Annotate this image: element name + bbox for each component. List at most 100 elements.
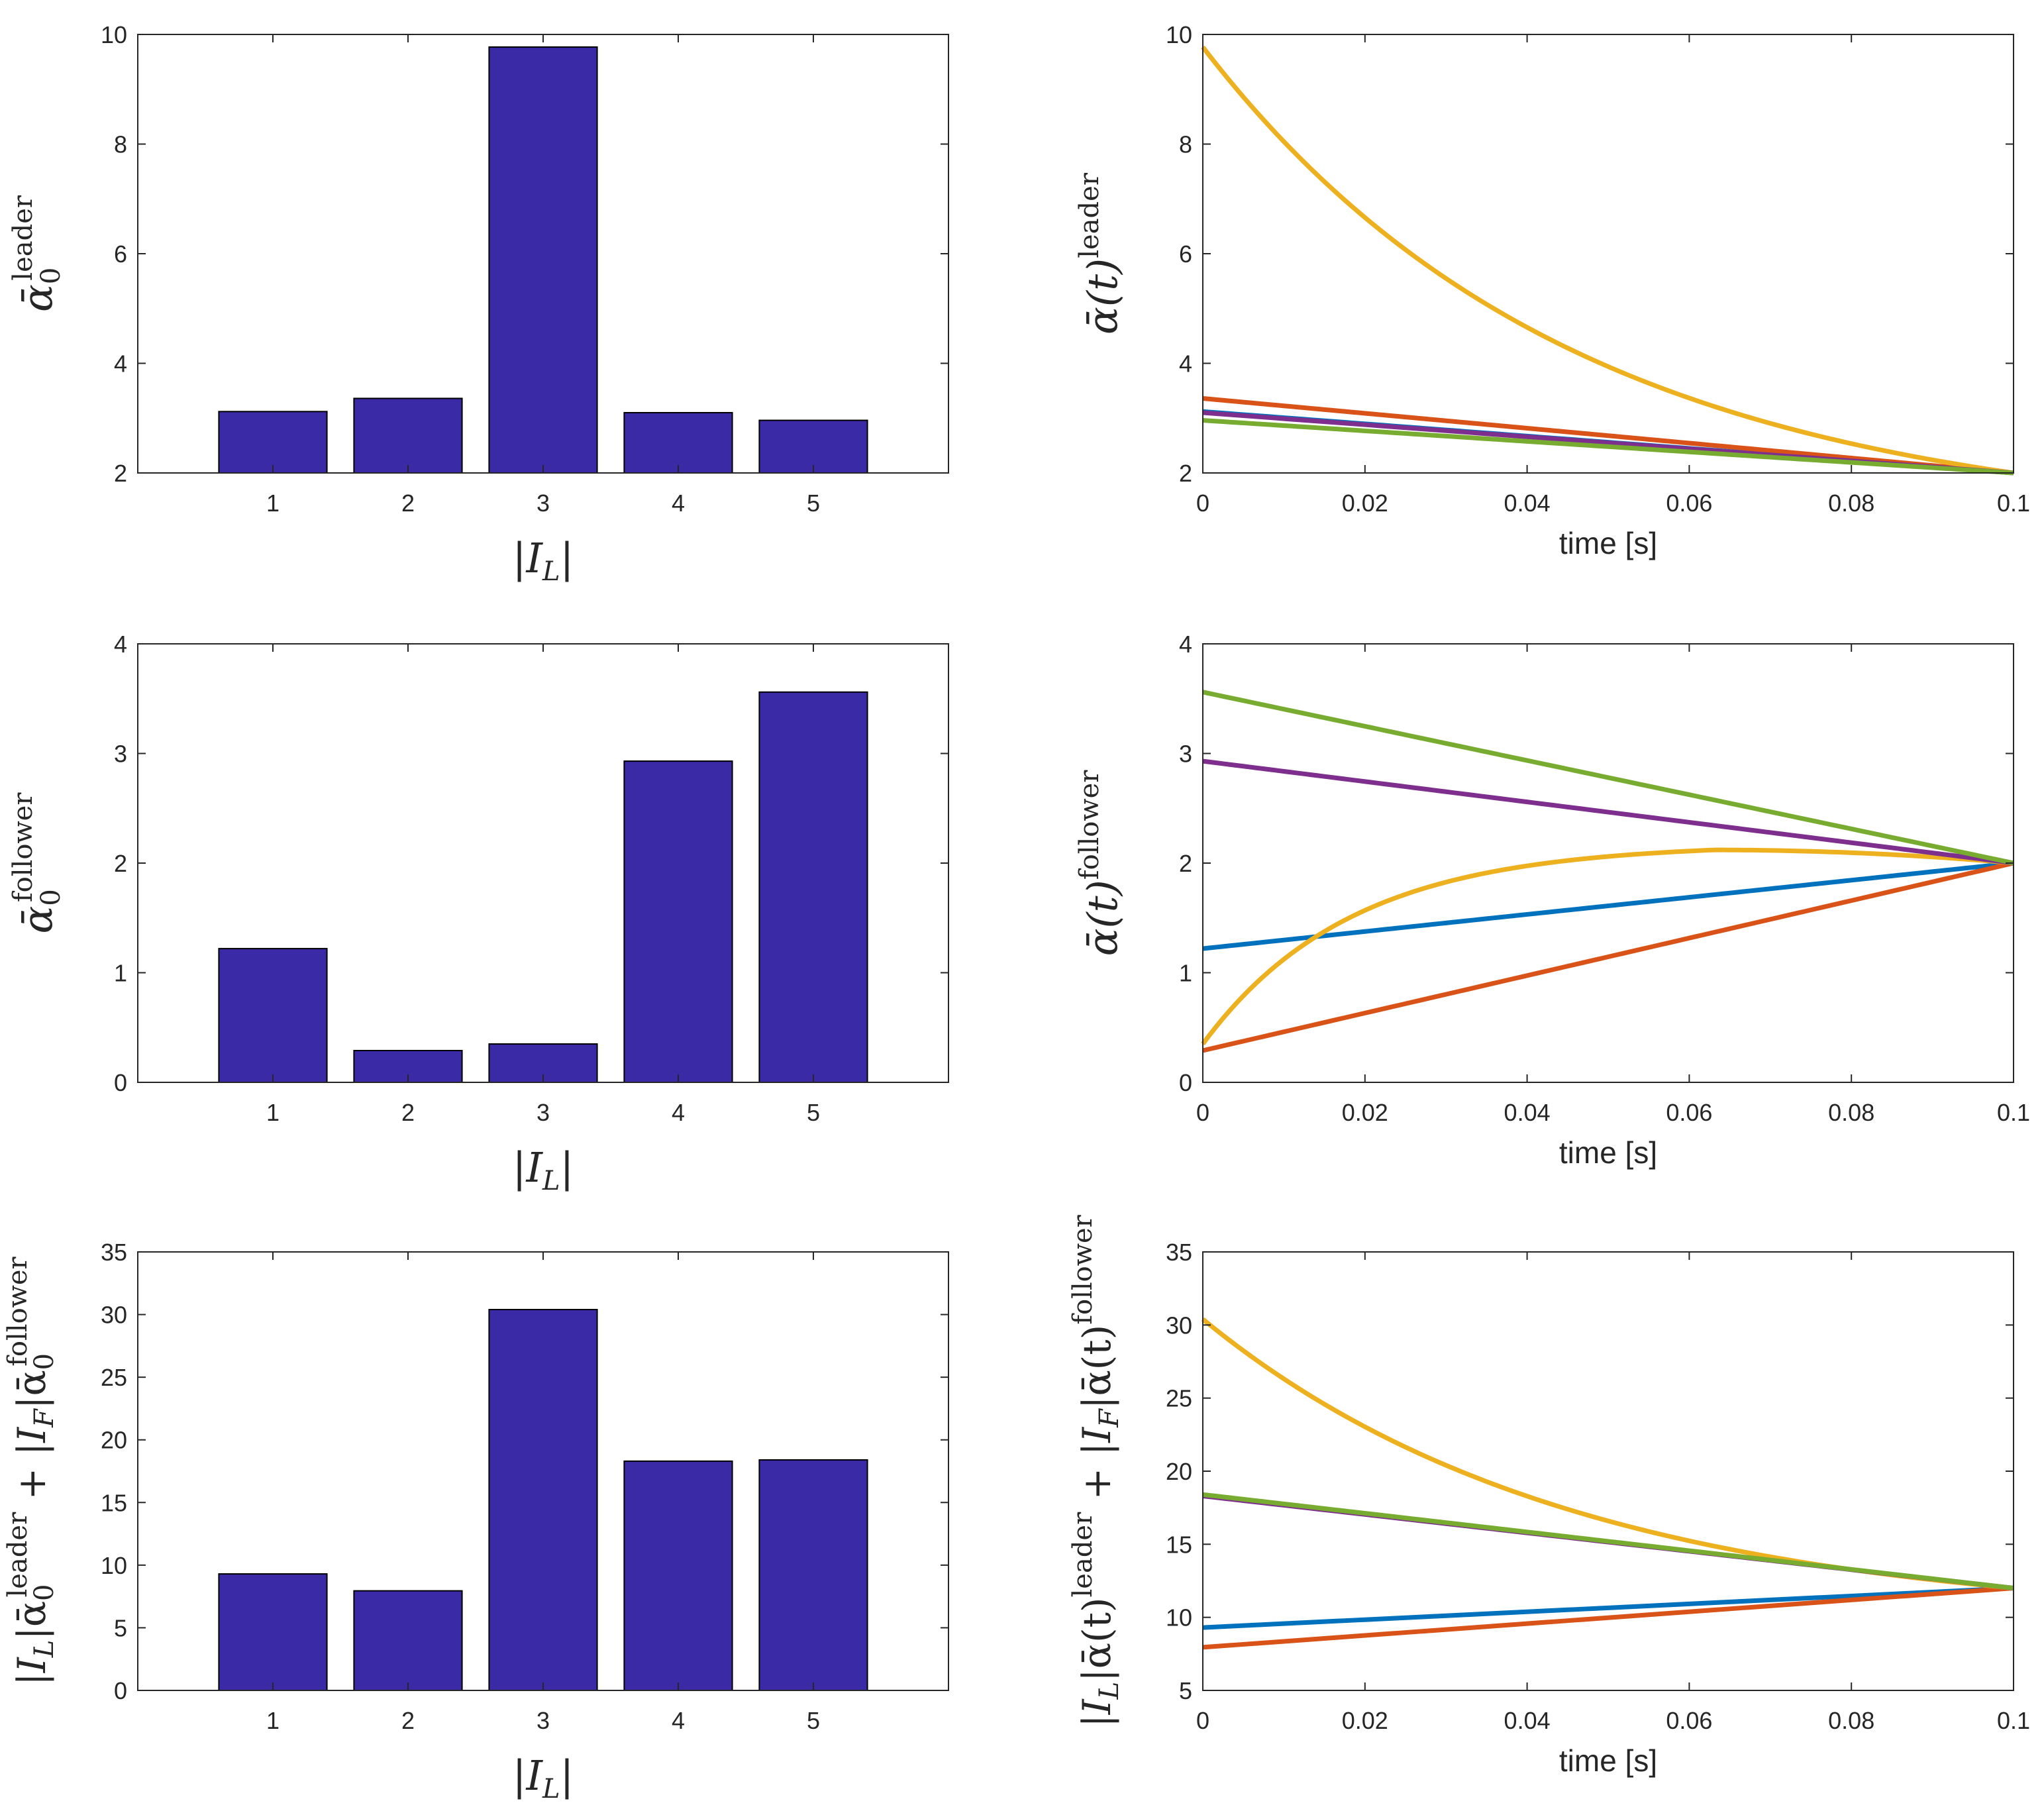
y-tick-label: 3 — [1179, 741, 1192, 768]
y-tick-label: 0 — [114, 1069, 127, 1096]
series-line-1 — [1202, 1586, 2014, 1630]
bar — [623, 1460, 733, 1692]
y-tick-label: 35 — [101, 1239, 127, 1266]
x-tick-label: 0.1 — [1997, 1099, 2030, 1126]
series-line-3 — [1201, 45, 2014, 476]
y-tick-label: 10 — [101, 21, 127, 48]
bar — [353, 1590, 463, 1691]
x-axis-label: time [s] — [1559, 1135, 1657, 1170]
y-tick-label: 30 — [1166, 1312, 1192, 1339]
x-axis-label: time [s] — [1559, 1743, 1657, 1778]
bar — [758, 1459, 868, 1691]
series-line-5 — [1202, 418, 2014, 476]
x-tick-label: 5 — [807, 490, 820, 517]
y-tick-label: 6 — [114, 240, 127, 268]
bar — [218, 411, 328, 474]
x-tick-label: 1 — [266, 490, 280, 517]
y-tick-label: 5 — [114, 1614, 127, 1641]
x-tick-label: 0 — [1196, 1099, 1209, 1126]
x-tick-label: 0.04 — [1504, 1707, 1551, 1734]
x-tick-label: 5 — [807, 1099, 820, 1126]
x-tick-label: 2 — [401, 1099, 415, 1126]
series-line-2 — [1202, 395, 2014, 476]
y-axis-label: ᾱ0follower — [8, 792, 66, 934]
x-tick-label: 0.1 — [1997, 1707, 2030, 1734]
series-line-5 — [1202, 690, 2014, 866]
y-tick-label: 25 — [101, 1364, 127, 1391]
x-axis-label: |IL| — [513, 1143, 574, 1196]
bar — [758, 419, 868, 474]
x-tick-label: 0.08 — [1828, 1099, 1874, 1126]
bar — [353, 397, 463, 474]
y-axis-label: |IL|ᾱ(t)leader + |IF|ᾱ(t)follower — [1068, 1214, 1125, 1727]
y-tick-label: 3 — [114, 741, 127, 768]
y-tick-label: 4 — [114, 631, 127, 658]
x-axis-label: time [s] — [1559, 526, 1657, 560]
axes-background — [1203, 34, 2014, 473]
y-tick-label: 15 — [1166, 1531, 1192, 1558]
x-tick-label: 0.02 — [1342, 1707, 1388, 1734]
x-tick-label: 4 — [672, 1099, 685, 1126]
series-line-5 — [1202, 1492, 2014, 1591]
axes-background — [1203, 1252, 2014, 1690]
bar — [623, 411, 733, 474]
x-tick-label: 3 — [537, 1707, 550, 1734]
x-tick-label: 0.08 — [1828, 1707, 1874, 1734]
y-tick-label: 5 — [1179, 1677, 1192, 1704]
x-tick-label: 4 — [672, 490, 685, 517]
x-tick-label: 1 — [266, 1707, 280, 1734]
bar — [218, 1573, 328, 1692]
series-line-2 — [1202, 860, 2014, 1053]
y-tick-label: 2 — [114, 850, 127, 877]
y-tick-label: 10 — [1166, 21, 1192, 48]
series-line-3 — [1201, 847, 2014, 1046]
y-axis-label: ᾱ(t)follower — [1074, 770, 1127, 956]
series-line-4 — [1202, 758, 2014, 866]
bar-chart-2: 1 2 3 4 5 0 1 2 3 4 |IL| ᾱ0follower — [8, 631, 949, 1196]
y-tick-label: 10 — [1166, 1604, 1192, 1631]
x-tick-label: 0.02 — [1342, 1099, 1388, 1126]
y-tick-label: 8 — [1179, 131, 1192, 158]
x-tick-label: 1 — [266, 1099, 280, 1126]
bar — [488, 1309, 598, 1691]
y-tick-label: 30 — [101, 1302, 127, 1329]
line-chart-1: 0 0.02 0.04 0.06 0.08 0.1 2 4 6 8 10 time [s] ᾱ(t)le… — [1074, 21, 2030, 560]
x-tick-label: 0.08 — [1828, 490, 1874, 517]
y-tick-label: 4 — [1179, 350, 1192, 378]
y-tick-label: 2 — [114, 460, 127, 487]
line-chart-5: 0 0.02 0.04 0.06 0.08 0.1 5 10 15 20 25 30 35 time [s… — [1068, 1214, 2030, 1778]
x-axis-label: |IL| — [513, 534, 574, 587]
x-tick-label: 0.04 — [1504, 490, 1551, 517]
x-tick-label: 4 — [672, 1707, 685, 1734]
series-line-2 — [1202, 1586, 2014, 1650]
x-tick-label: 2 — [401, 490, 415, 517]
x-tick-label: 0.06 — [1666, 490, 1712, 517]
y-tick-label: 15 — [101, 1489, 127, 1516]
axes-background — [1203, 644, 2014, 1082]
y-tick-label: 35 — [1166, 1239, 1192, 1266]
bar-chart-0: 1 2 3 4 5 2 4 6 8 10 |IL| ᾱ0leader — [8, 21, 949, 587]
y-tick-label: 2 — [1179, 460, 1192, 487]
x-tick-label: 2 — [401, 1707, 415, 1734]
x-tick-label: 0.04 — [1504, 1099, 1551, 1126]
bar — [623, 760, 733, 1083]
x-axis-label: |IL| — [513, 1751, 574, 1804]
x-tick-label: 3 — [537, 1099, 550, 1126]
y-tick-label: 20 — [101, 1427, 127, 1454]
line-chart-3: 0 0.02 0.04 0.06 0.08 0.1 0 1 2 3 4 time [s] ᾱ(t)fol… — [1074, 631, 2030, 1170]
y-tick-label: 0 — [1179, 1069, 1192, 1096]
x-tick-label: 0.06 — [1666, 1707, 1712, 1734]
x-tick-label: 5 — [807, 1707, 820, 1734]
y-tick-label: 10 — [101, 1552, 127, 1579]
x-tick-label: 0.02 — [1342, 490, 1388, 517]
bar-chart-4: 1 2 3 4 5 0 5 10 15 20 25 30 35 |IL| |IL|ᾱ0leader + |I… — [3, 1239, 949, 1804]
y-tick-label: 1 — [1179, 960, 1192, 987]
y-axis-label: ᾱ0leader — [8, 195, 66, 312]
y-axis-label: ᾱ(t)leader — [1074, 172, 1127, 335]
y-axis-label: |IL|ᾱ0leader + |IF|ᾱ0follower — [3, 1256, 60, 1685]
y-tick-label: 4 — [1179, 631, 1192, 658]
series-line-1 — [1202, 860, 2014, 951]
x-tick-label: 0 — [1196, 1707, 1209, 1734]
y-tick-label: 8 — [114, 131, 127, 158]
